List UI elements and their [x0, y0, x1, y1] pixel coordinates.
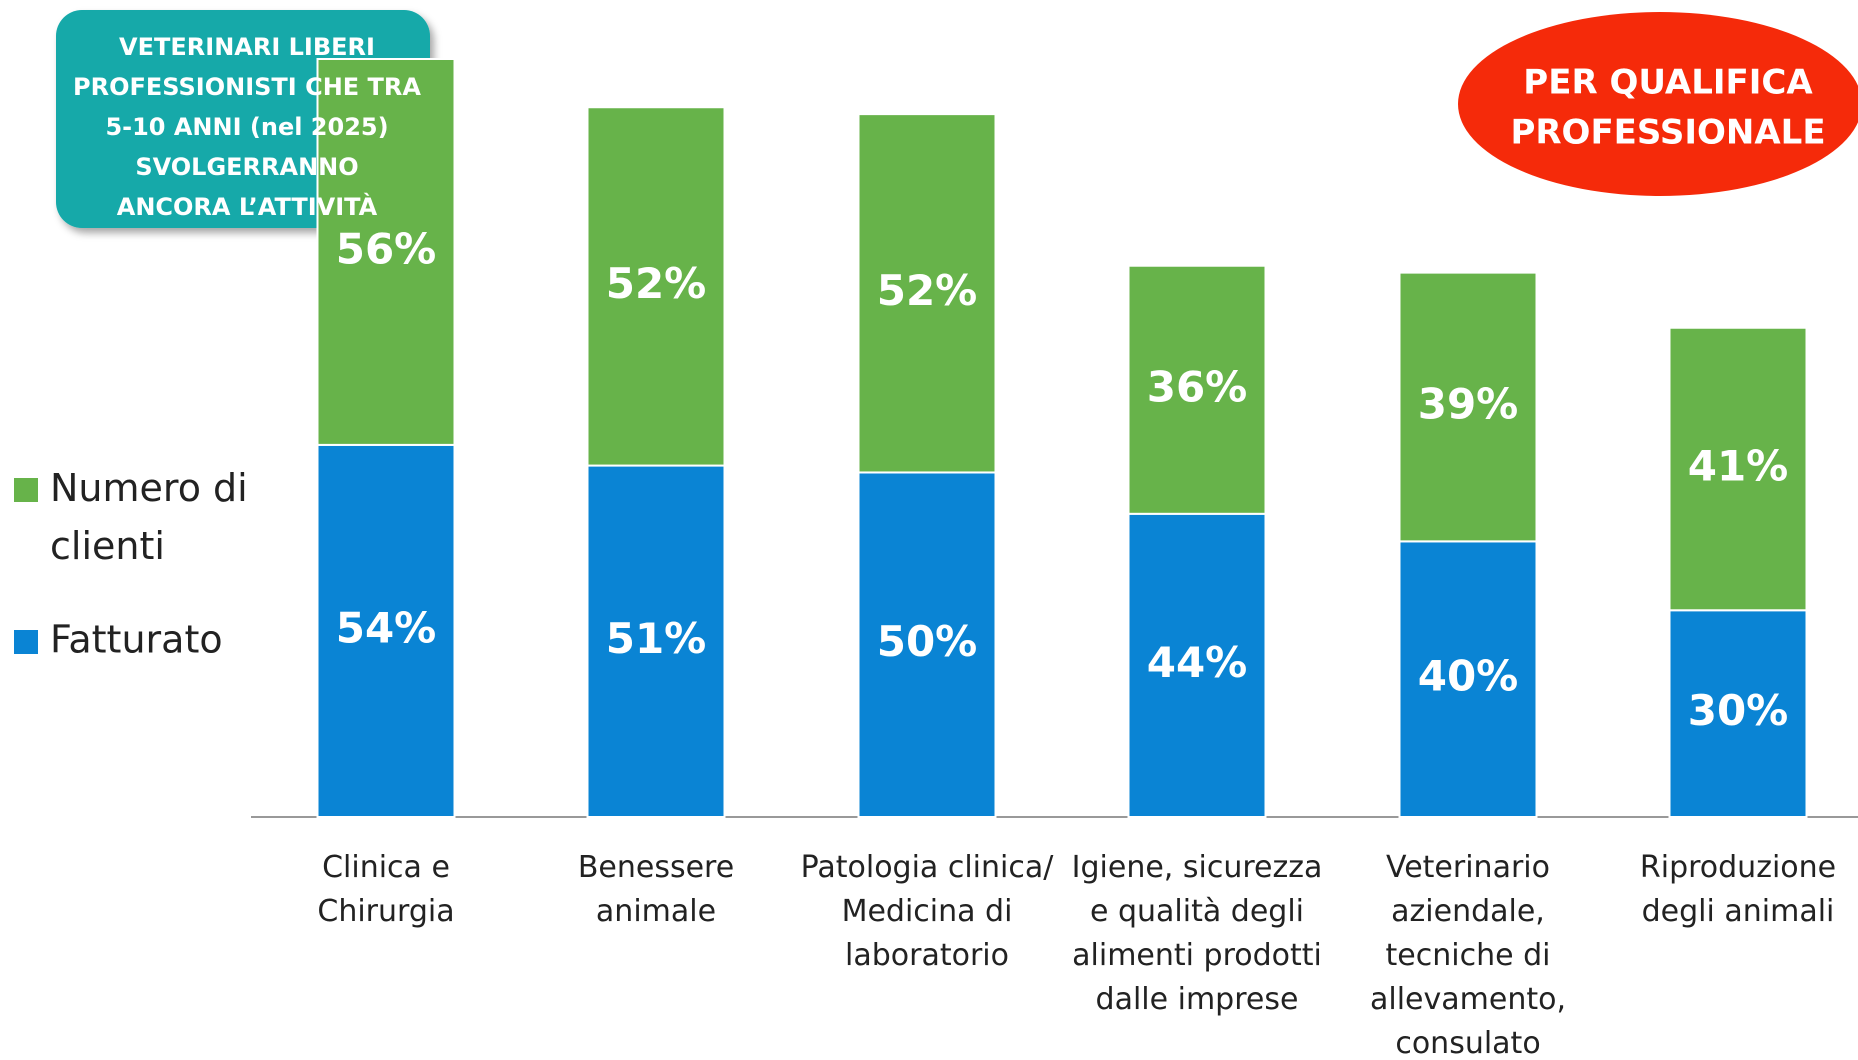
- bar-segment: [1127, 264, 1267, 515]
- legend-label: Fatturato: [50, 618, 223, 662]
- bar-segment: [1398, 540, 1538, 818]
- bar-segment: [316, 58, 456, 446]
- x-tick-label: Clinica e Chirurgia: [317, 850, 454, 929]
- x-tick-label: Patologia clinica/Medicina di laboratorio: [801, 850, 1055, 973]
- value-label: 30%: [1688, 686, 1789, 735]
- value-label: 44%: [1147, 638, 1248, 687]
- value-label: 40%: [1418, 652, 1519, 701]
- bar-segment: [1398, 271, 1538, 543]
- legend-swatch: [14, 478, 38, 502]
- info-box-text: PROFESSIONISTI CHE TRA: [73, 73, 421, 101]
- info-box-text: 5-10 ANNI (nel 2025): [105, 113, 388, 141]
- x-tick-label: Benessere animale: [578, 850, 734, 929]
- bar-segment: [586, 106, 726, 467]
- badge-text: PROFESSIONALE: [1510, 113, 1825, 153]
- bar-segment: [1668, 326, 1808, 612]
- value-label: 52%: [606, 259, 707, 308]
- badge: [1458, 12, 1858, 196]
- x-tick-label: Veterinario aziendale, tecniche di allevame…: [1370, 850, 1566, 1060]
- bar-segment: [1127, 512, 1267, 818]
- bar-segment: [1668, 609, 1808, 818]
- legend-swatch: [14, 630, 38, 654]
- value-label: 54%: [336, 603, 437, 652]
- info-box-text: ANCORA L’ATTIVITÀ: [117, 192, 378, 221]
- value-label: 52%: [877, 266, 978, 315]
- bar-segment: [586, 464, 726, 818]
- x-tick-label: Riproduzione degli animali: [1640, 850, 1836, 929]
- value-label: 41%: [1688, 442, 1789, 491]
- value-label: 56%: [336, 224, 437, 273]
- bar-segment: [316, 443, 456, 818]
- value-label: 50%: [877, 617, 978, 666]
- x-tick-label: Igiene, sicurezza e qualità degli alimenti…: [1072, 850, 1323, 1017]
- bar-segment: [857, 113, 997, 474]
- badge-text: PER QUALIFICA: [1523, 63, 1813, 103]
- info-box-text: VETERINARI LIBERI: [119, 33, 375, 61]
- bar-segment: [857, 471, 997, 818]
- value-label: 36%: [1147, 362, 1248, 411]
- info-box-text: SVOLGERRANNO: [135, 153, 358, 181]
- value-label: 51%: [606, 614, 707, 663]
- value-label: 39%: [1418, 379, 1519, 428]
- legend-label: Numero di clienti: [50, 466, 248, 568]
